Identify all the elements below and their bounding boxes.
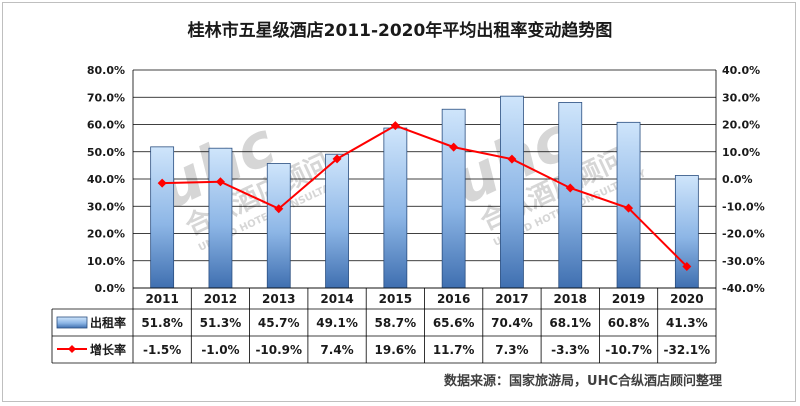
legend-line-marker (68, 345, 76, 353)
x-tick-label: 2017 (495, 292, 528, 306)
x-tick-label: 2012 (204, 292, 237, 306)
bar (500, 95, 524, 289)
bar (208, 147, 233, 289)
line-point (157, 178, 167, 188)
table-cell-occupancy: 51.3% (200, 316, 242, 330)
bar (441, 108, 466, 289)
y-left-tick-label: 50.0% (87, 146, 125, 159)
y-left-tick-label: 30.0% (87, 200, 125, 213)
y-left-tick-label: 40.0% (87, 173, 125, 186)
table-cell-occupancy: 51.8% (141, 316, 183, 330)
line-point (682, 261, 692, 271)
table-cell-occupancy: 41.3% (666, 316, 708, 330)
line-point (507, 154, 517, 164)
table-cell-occupancy: 65.6% (433, 316, 475, 330)
table-cell-occupancy: 49.1% (316, 316, 358, 330)
legend-bar-label: 出租率 (90, 315, 126, 330)
table-cell-occupancy: 60.8% (608, 316, 650, 330)
y-left-tick-label: 10.0% (87, 255, 125, 268)
line-point (215, 177, 225, 187)
source-note: 数据来源：国家旅游局，UHC合纵酒店顾问整理 (444, 374, 722, 389)
table-cell-occupancy: 45.7% (258, 316, 300, 330)
y-left-tick-label: 0.0% (94, 282, 125, 295)
legend-bar-swatch (56, 316, 88, 329)
legend-line-label: 增长率 (90, 342, 126, 357)
table-cell-occupancy: 70.4% (491, 316, 533, 330)
y-right-tick-label: 20.0% (722, 119, 760, 132)
table-cell-growth: -10.9% (255, 343, 302, 357)
chart-title: 桂林市五星级酒店2011-2020年平均出租率变动趋势图 (187, 21, 613, 41)
table-cell-growth: -32.1% (664, 343, 711, 357)
y-right-tick-label: -40.0% (722, 282, 765, 295)
line-point (274, 204, 284, 214)
line-point (390, 121, 400, 131)
legend-item-bar: 出租率 (56, 315, 126, 330)
y-right-tick-label: -20.0% (722, 228, 765, 241)
data-table (51, 70, 717, 364)
y-right-tick-label: 30.0% (722, 91, 760, 104)
y-right-tick-label: -10.0% (722, 200, 765, 213)
line-point (449, 142, 459, 152)
y-left-tick-label: 60.0% (87, 119, 125, 132)
line-point (624, 203, 634, 213)
bar (674, 175, 699, 289)
y-right-tick-label: -30.0% (722, 255, 765, 268)
table-cell-occupancy: 68.1% (549, 316, 591, 330)
y-right-tick-label: 10.0% (722, 146, 760, 159)
legend-item-line: 增长率 (57, 342, 126, 357)
y-left-tick-label: 80.0% (87, 64, 125, 77)
table-cell-growth: -3.3% (551, 343, 589, 357)
bar (383, 127, 408, 289)
x-tick-label: 2015 (379, 292, 412, 306)
y-left-tick-label: 20.0% (87, 228, 125, 241)
table-cell-growth: -1.5% (143, 343, 181, 357)
series-line (162, 124, 688, 268)
y-left-tick-label: 70.0% (87, 91, 125, 104)
table-cell-growth: -10.7% (605, 343, 652, 357)
bar (150, 146, 175, 289)
x-tick-label: 2016 (437, 292, 470, 306)
table-cell-growth: 7.3% (495, 343, 528, 357)
x-tick-label: 2013 (262, 292, 295, 306)
line-point (332, 154, 342, 164)
table-cell-growth: 7.4% (320, 343, 353, 357)
y-right-tick-label: 40.0% (722, 64, 760, 77)
x-tick-label: 2019 (612, 292, 645, 306)
table-cell-occupancy: 58.7% (375, 316, 417, 330)
chart-frame (2, 2, 796, 402)
table-cell-growth: 19.6% (375, 343, 417, 357)
line-point (565, 183, 575, 193)
bar (558, 102, 583, 289)
line-series (157, 121, 692, 271)
table-cell-growth: -1.0% (201, 343, 239, 357)
y-right-tick-label: 0.0% (722, 173, 753, 186)
x-tick-label: 2018 (554, 292, 587, 306)
x-tick-label: 2020 (670, 292, 703, 306)
bar (266, 163, 291, 289)
bar (325, 153, 349, 289)
table-cell-growth: 11.7% (433, 343, 475, 357)
x-tick-label: 2011 (145, 292, 178, 306)
x-tick-label: 2014 (320, 292, 353, 306)
